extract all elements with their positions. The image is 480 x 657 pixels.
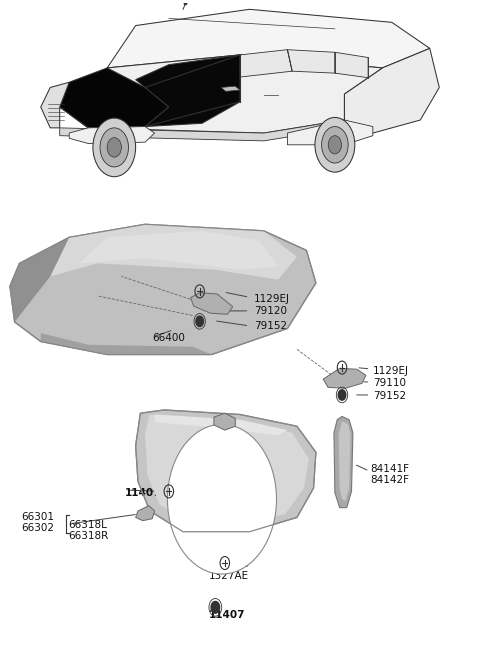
- Text: 79152: 79152: [254, 321, 288, 331]
- Polygon shape: [339, 421, 350, 501]
- Polygon shape: [168, 424, 276, 574]
- Text: 11407: 11407: [125, 487, 162, 497]
- Circle shape: [338, 390, 346, 400]
- Polygon shape: [191, 293, 233, 314]
- Circle shape: [196, 316, 204, 327]
- Text: 79110: 79110: [373, 378, 406, 388]
- Polygon shape: [60, 55, 383, 133]
- Text: 1327AE: 1327AE: [209, 571, 249, 581]
- Polygon shape: [10, 237, 69, 322]
- Polygon shape: [136, 55, 240, 127]
- Circle shape: [328, 136, 342, 154]
- Text: 66318L: 66318L: [68, 520, 107, 530]
- Text: 79120: 79120: [254, 306, 287, 316]
- Polygon shape: [107, 9, 430, 68]
- Polygon shape: [335, 53, 368, 78]
- Polygon shape: [136, 506, 155, 521]
- Text: 1129EJ: 1129EJ: [373, 366, 409, 376]
- Polygon shape: [145, 415, 309, 524]
- Circle shape: [107, 137, 121, 157]
- Polygon shape: [155, 415, 288, 436]
- Text: 841F6: 841F6: [164, 474, 196, 485]
- Circle shape: [315, 118, 355, 172]
- Text: 66301: 66301: [21, 512, 54, 522]
- Polygon shape: [288, 120, 373, 145]
- Polygon shape: [344, 49, 439, 133]
- Polygon shape: [41, 333, 212, 355]
- Polygon shape: [240, 50, 292, 77]
- Polygon shape: [50, 224, 297, 280]
- Polygon shape: [214, 413, 235, 430]
- Text: 66318R: 66318R: [68, 532, 108, 541]
- Text: 841E6: 841E6: [164, 464, 197, 474]
- Circle shape: [100, 128, 129, 167]
- Polygon shape: [69, 127, 155, 143]
- Circle shape: [211, 601, 219, 613]
- Text: 84142F: 84142F: [371, 475, 409, 486]
- Polygon shape: [41, 82, 69, 128]
- Text: 66302: 66302: [21, 524, 54, 533]
- Polygon shape: [334, 417, 353, 508]
- Polygon shape: [288, 50, 335, 73]
- Text: 66400: 66400: [152, 333, 185, 343]
- Text: 11407: 11407: [209, 610, 246, 620]
- Polygon shape: [221, 86, 240, 91]
- Polygon shape: [136, 410, 316, 532]
- Circle shape: [93, 118, 136, 177]
- Text: 84141F: 84141F: [371, 464, 409, 474]
- Text: 1327CB: 1327CB: [209, 559, 250, 570]
- Polygon shape: [60, 68, 169, 128]
- Polygon shape: [60, 120, 344, 141]
- Polygon shape: [323, 369, 366, 388]
- Circle shape: [322, 127, 348, 163]
- Text: 79152: 79152: [373, 391, 406, 401]
- Polygon shape: [10, 224, 316, 355]
- Polygon shape: [79, 231, 278, 270]
- Text: 1129EJ: 1129EJ: [254, 294, 290, 304]
